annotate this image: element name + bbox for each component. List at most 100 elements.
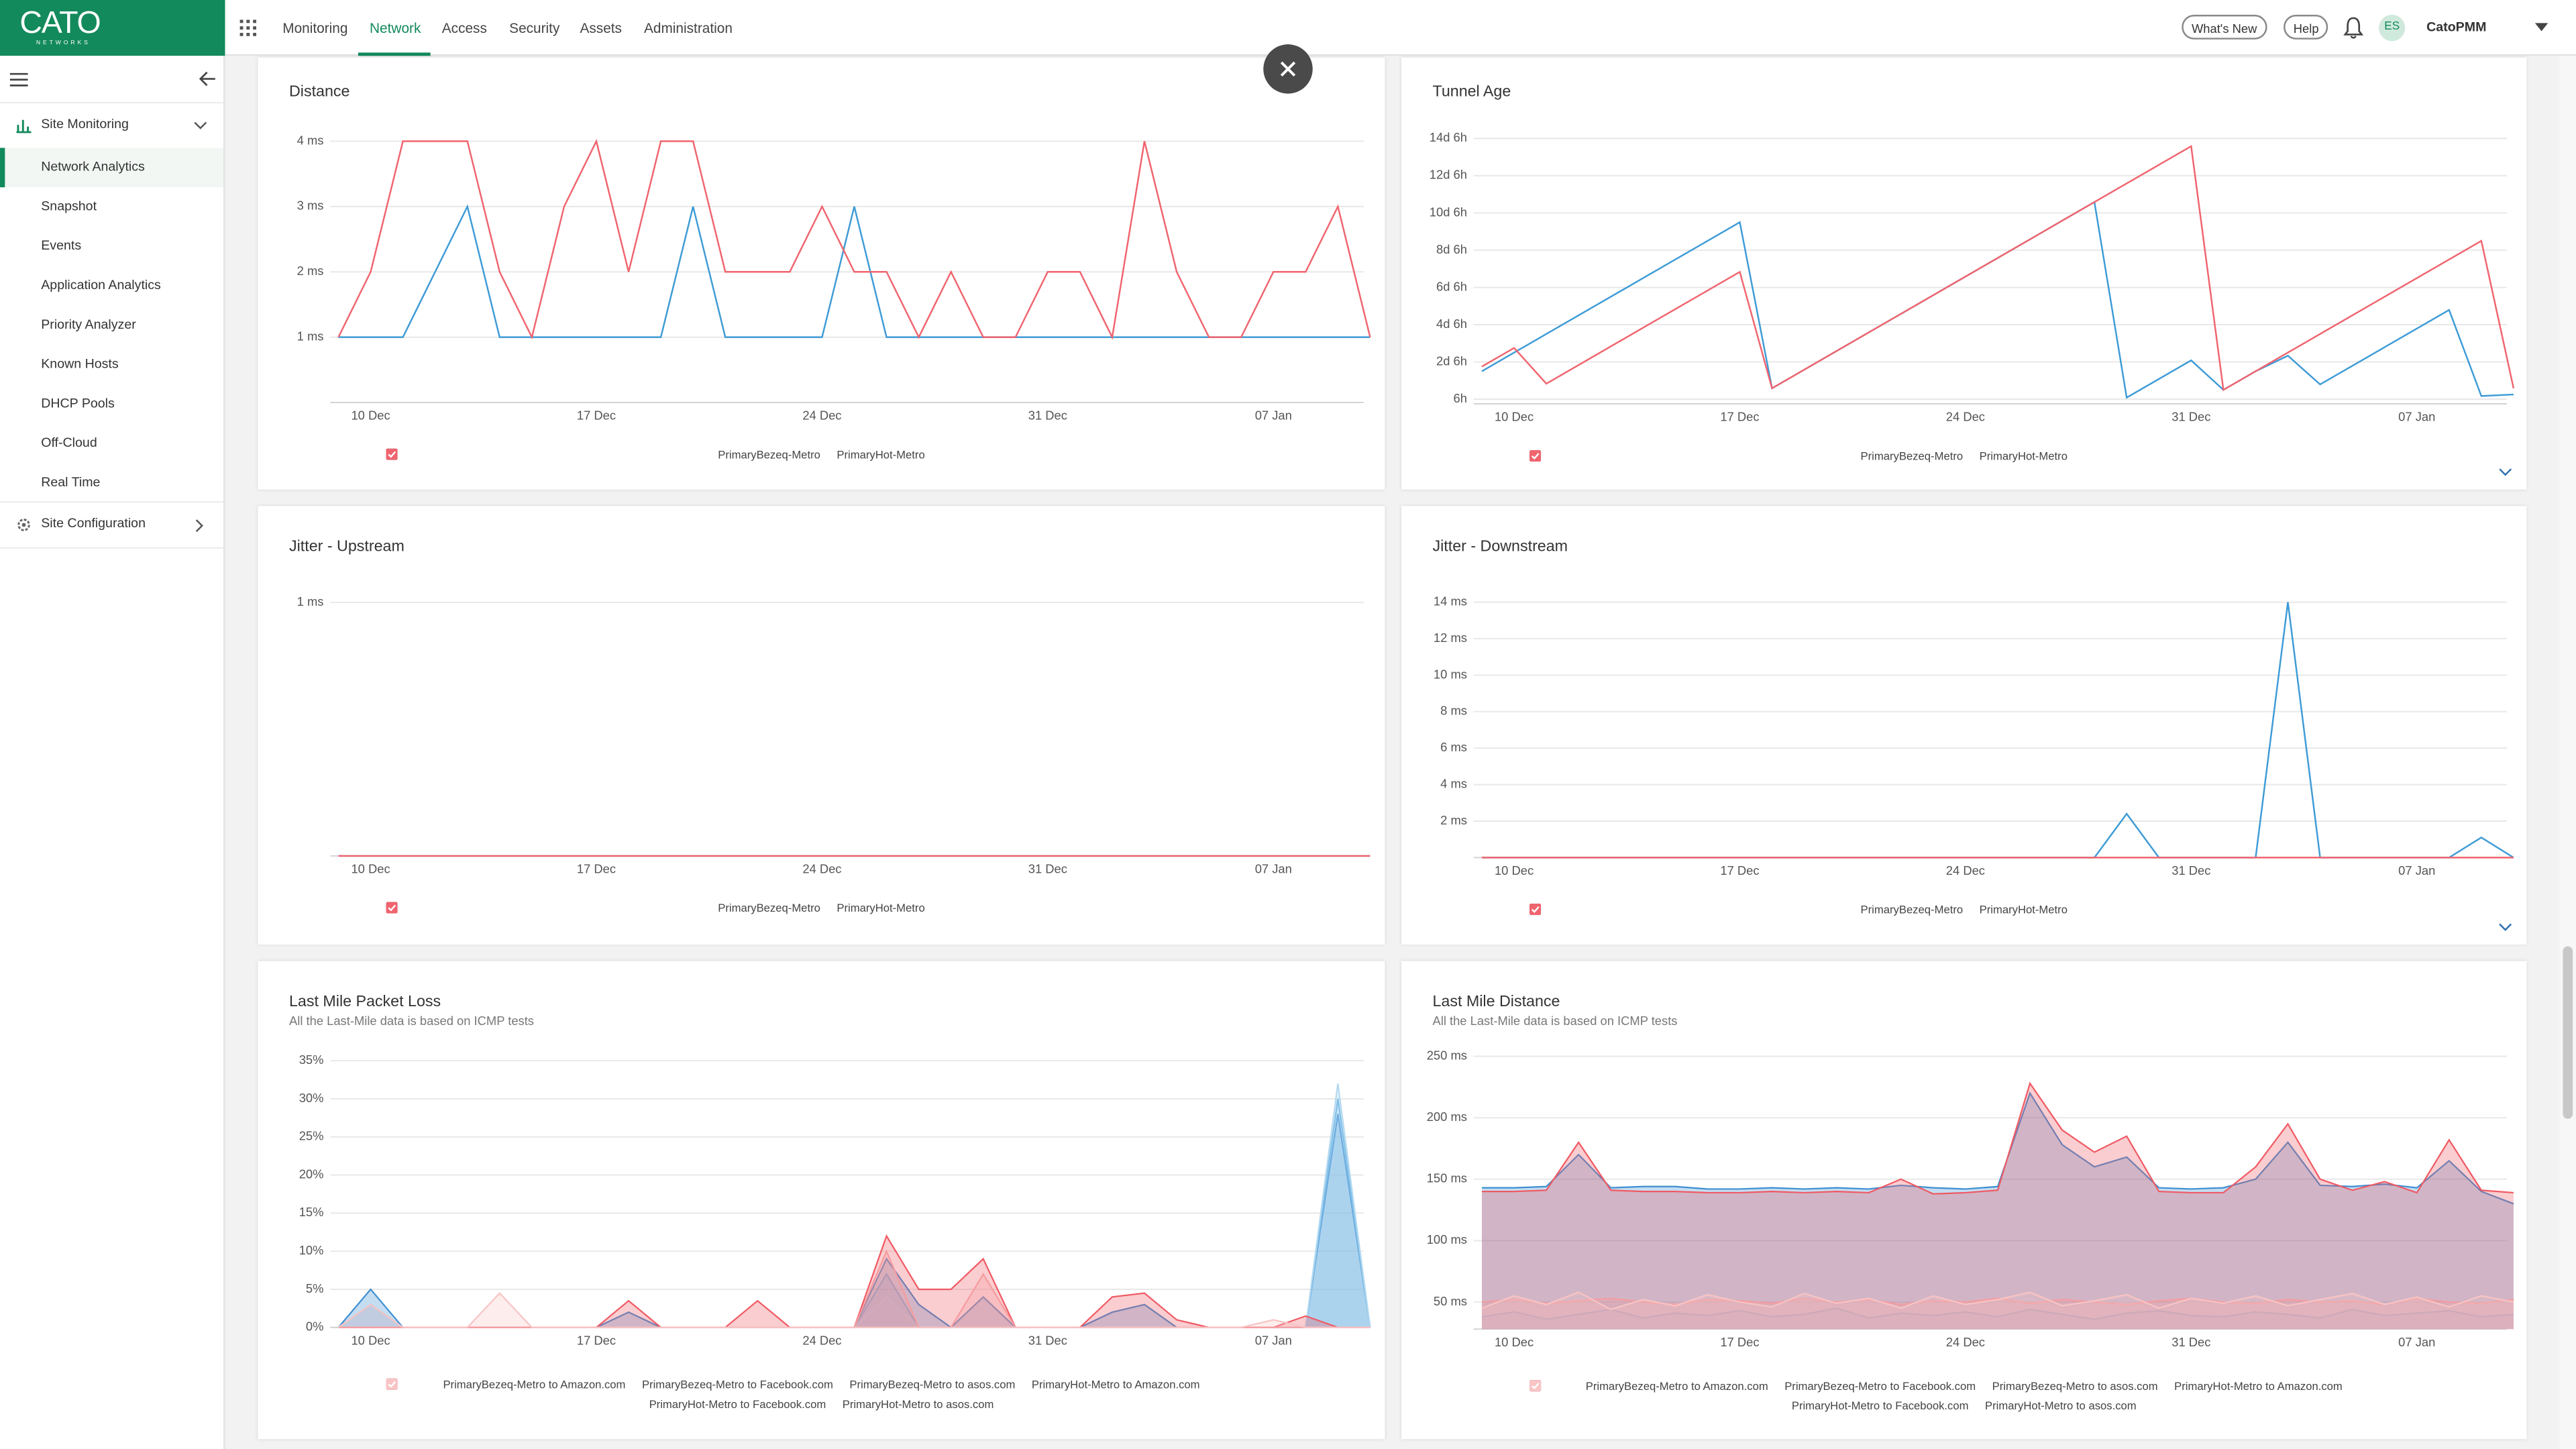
sidebar-item[interactable]: DHCP Pools bbox=[41, 396, 115, 411]
legend-label: PrimaryHot-Metro to asos.com bbox=[842, 1399, 994, 1411]
series-area bbox=[1481, 1292, 2514, 1330]
sidebar-item[interactable]: Priority Analyzer bbox=[41, 317, 136, 332]
avatar[interactable]: ES bbox=[2379, 15, 2406, 42]
y-tick-label: 14d 6h bbox=[1430, 130, 1467, 144]
nav-item[interactable]: Monitoring bbox=[282, 19, 348, 36]
notifications-icon[interactable] bbox=[2343, 16, 2364, 39]
y-tick-label: 15% bbox=[299, 1205, 324, 1219]
y-tick-label: 5% bbox=[306, 1281, 324, 1295]
legend-item[interactable]: PrimaryHot-Metro bbox=[1528, 449, 2068, 465]
help-button[interactable]: Help bbox=[2284, 15, 2329, 40]
user-name[interactable]: CatoPMM bbox=[2426, 19, 2487, 35]
legend-item[interactable]: PrimaryBezeq-Metro bbox=[1528, 903, 1963, 918]
chart-title: Jitter - Downstream bbox=[1433, 537, 1568, 555]
series-line bbox=[337, 1114, 1371, 1329]
sidebar-item[interactable]: Events bbox=[41, 238, 82, 254]
nav-item[interactable]: Access bbox=[441, 19, 487, 36]
sidebar-item[interactable]: Off-Cloud bbox=[41, 435, 97, 451]
x-tick-label: 10 Dec bbox=[1495, 410, 1534, 424]
sidebar-group[interactable]: Site Monitoring bbox=[41, 116, 129, 131]
y-tick-label: 1 ms bbox=[297, 329, 324, 343]
menu-icon[interactable] bbox=[9, 72, 28, 87]
sidebar-group[interactable]: Site Configuration bbox=[41, 515, 146, 531]
active-item-bg bbox=[0, 148, 224, 188]
y-tick-label: 20% bbox=[299, 1167, 324, 1181]
chart: Tunnel Age 6h 2d 6h 4d 6h 6d 6h 8d 6h 10d 6h 12… bbox=[1430, 82, 2515, 424]
collapse-icon[interactable] bbox=[199, 70, 217, 87]
x-tick-label: 31 Dec bbox=[2171, 863, 2210, 877]
apps-icon[interactable] bbox=[239, 19, 257, 36]
legend: PrimaryBezeq-Metro to Amazon.com PrimaryB… bbox=[386, 1378, 1257, 1413]
nav-item[interactable]: Security bbox=[509, 19, 560, 36]
logo-name: CATO bbox=[19, 6, 101, 42]
legend-item[interactable]: PrimaryBezeq-Metro to asos.com bbox=[1528, 1380, 2158, 1395]
legend-item[interactable]: PrimaryHot-Metro bbox=[386, 902, 925, 916]
check-mark bbox=[388, 451, 396, 458]
legend-item[interactable]: PrimaryBezeq-Metro bbox=[1528, 449, 1963, 465]
scrollbar[interactable] bbox=[2559, 56, 2576, 1449]
legend-item[interactable]: PrimaryHot-Metro bbox=[1528, 903, 2068, 918]
close-button[interactable] bbox=[1263, 44, 1313, 94]
sidebar-item[interactable]: Application Analytics bbox=[41, 277, 161, 292]
chart: Jitter - Upstream 1 ms 10 Dec 17 Dec 24 Dec 3… bbox=[289, 537, 1371, 876]
nav-item[interactable]: Assets bbox=[580, 19, 622, 36]
legend-item[interactable]: PrimaryBezeq-Metro to Facebook.com bbox=[386, 1378, 833, 1393]
x-tick-label: 07 Jan bbox=[1255, 1333, 1292, 1347]
x-tick-label: 31 Dec bbox=[2171, 1335, 2210, 1349]
x-tick-label: 17 Dec bbox=[1720, 1335, 1759, 1349]
chart-panel: Last Mile Distance All the Last-Mile data… bbox=[1401, 961, 2527, 1440]
nav-item[interactable]: Administration bbox=[644, 19, 733, 36]
chevron-down[interactable] bbox=[194, 121, 207, 129]
series-area bbox=[338, 1083, 1371, 1328]
legend-item[interactable]: PrimaryHot-Metro to Amazon.com bbox=[386, 1378, 1200, 1393]
legend-item[interactable]: PrimaryHot-Metro to asos.com bbox=[386, 1378, 994, 1413]
sidebar-item[interactable]: Real Time bbox=[41, 474, 101, 490]
legend-item[interactable]: PrimaryBezeq-Metro to Amazon.com bbox=[386, 1378, 625, 1393]
x-tick-label: 31 Dec bbox=[1028, 862, 1067, 876]
series-area bbox=[1481, 1308, 2514, 1330]
legend-item[interactable]: PrimaryHot-Metro to Facebook.com bbox=[1528, 1380, 1968, 1415]
legend-label: PrimaryHot-Metro to Amazon.com bbox=[2174, 1381, 2343, 1393]
legend-checkbox bbox=[386, 902, 398, 914]
y-tick-label: 200 ms bbox=[1427, 1110, 1467, 1124]
chart-panel: Jitter - Downstream 2 ms 4 ms 6 ms 8 ms 10 ms… bbox=[1401, 506, 2527, 945]
x-tick-label: 17 Dec bbox=[577, 1333, 616, 1347]
legend-item[interactable]: PrimaryHot-Metro to Facebook.com bbox=[386, 1378, 826, 1413]
chevron-right[interactable] bbox=[195, 519, 203, 533]
expand-chevron[interactable] bbox=[2499, 468, 2512, 476]
legend-item[interactable]: PrimaryBezeq-Metro bbox=[386, 448, 820, 464]
expand-chevron[interactable] bbox=[2499, 923, 2512, 931]
x-tick-label: 17 Dec bbox=[577, 862, 616, 876]
legend-item[interactable]: PrimaryHot-Metro to Amazon.com bbox=[1528, 1380, 2343, 1395]
series-line bbox=[1481, 602, 2514, 859]
x-tick-label: 24 Dec bbox=[1946, 863, 1985, 877]
check-mark bbox=[1530, 452, 1539, 460]
legend-item[interactable]: PrimaryBezeq-Metro to asos.com bbox=[386, 1378, 1015, 1393]
sidebar-item[interactable]: Snapshot bbox=[41, 199, 97, 214]
chevron-path bbox=[2499, 468, 2512, 476]
legend-item[interactable]: PrimaryBezeq-Metro bbox=[386, 902, 820, 916]
chart-panel: Distance 1 ms 2 ms 3 ms 4 ms 10 Dec 17 Dec 24 D… bbox=[258, 57, 1385, 490]
legend-checkbox bbox=[386, 1378, 398, 1390]
legend-checkbox bbox=[1528, 1380, 1540, 1392]
logo[interactable]: CATO NETWORKS bbox=[0, 0, 225, 56]
legend-swatch bbox=[386, 1378, 398, 1390]
user-menu-caret[interactable] bbox=[2534, 23, 2548, 33]
whats-new-button[interactable]: What's New bbox=[2182, 15, 2267, 40]
sidebar-item[interactable]: Known Hosts bbox=[41, 356, 119, 372]
legend-item[interactable]: PrimaryHot-Metro to asos.com bbox=[1528, 1380, 2137, 1415]
legend-label: PrimaryBezeq-Metro bbox=[718, 903, 820, 916]
legend-item[interactable]: PrimaryHot-Metro bbox=[386, 448, 925, 464]
chart-title: Distance bbox=[289, 82, 350, 99]
chart: Last Mile Packet Loss All the Last-Mile d… bbox=[289, 992, 1371, 1347]
scrollbar-thumb[interactable] bbox=[2563, 946, 2573, 1119]
x-tick-label: 24 Dec bbox=[1946, 1335, 1985, 1349]
legend-item[interactable]: PrimaryBezeq-Metro to Amazon.com bbox=[1528, 1380, 1768, 1395]
divider bbox=[0, 547, 224, 549]
sidebar-item[interactable]: Network Analytics bbox=[41, 159, 145, 174]
chart-title: Tunnel Age bbox=[1433, 82, 1511, 99]
nav-item[interactable]: Network bbox=[370, 19, 421, 36]
legend-swatch bbox=[1528, 449, 1540, 462]
series-line bbox=[338, 204, 1371, 338]
legend-item[interactable]: PrimaryBezeq-Metro to Facebook.com bbox=[1528, 1380, 1976, 1395]
